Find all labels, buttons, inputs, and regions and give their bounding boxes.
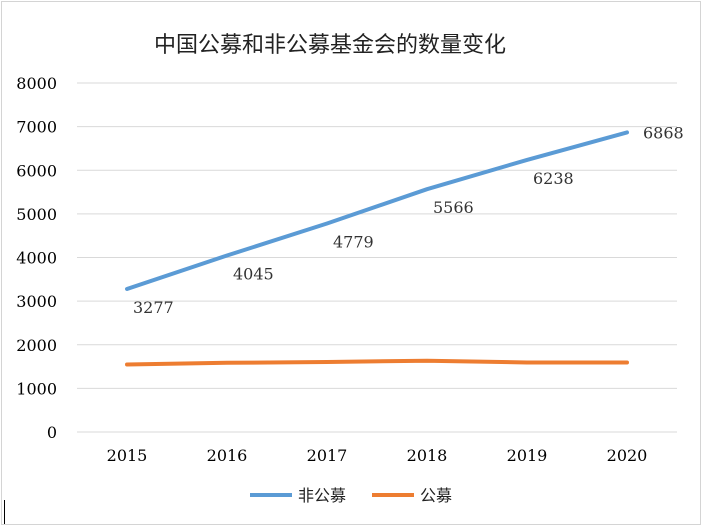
data-label: 6868 — [643, 123, 684, 142]
y-tick-label: 2000 — [16, 336, 57, 355]
data-label: 4045 — [233, 265, 274, 284]
x-tick-label: 2015 — [107, 446, 148, 465]
data-labels: 3277 4045 4779 5566 6238 6868 — [133, 123, 684, 317]
x-tick-label: 2016 — [207, 446, 248, 465]
y-tick-label: 5000 — [16, 205, 57, 224]
y-tick-label: 8000 — [16, 74, 57, 93]
y-tick-label: 1000 — [16, 379, 57, 398]
series-line-非公募 — [125, 130, 629, 291]
legend: 非公募 公募 — [250, 486, 452, 505]
chart-title: 中国公募和非公募基金会的数量变化 — [154, 33, 506, 58]
data-label: 5566 — [433, 198, 474, 217]
x-tick-label: 2020 — [607, 446, 648, 465]
series-line-公募 — [125, 358, 629, 367]
x-axis-ticks: 2015 2016 2017 2018 2019 2020 — [107, 446, 648, 465]
x-tick-label: 2018 — [407, 446, 448, 465]
y-axis-ticks: 0 1000 2000 3000 4000 5000 6000 7000 8000 — [16, 74, 57, 442]
grid-lines — [77, 82, 677, 433]
legend-label: 非公募 — [298, 486, 346, 505]
y-tick-label: 0 — [47, 423, 57, 442]
x-tick-label: 2017 — [307, 446, 348, 465]
data-label: 3277 — [133, 298, 174, 317]
data-label: 4779 — [333, 233, 374, 252]
frame-edge-mark — [4, 500, 5, 524]
series-group — [125, 130, 629, 367]
y-tick-label: 4000 — [16, 249, 57, 268]
y-tick-label: 7000 — [16, 118, 57, 137]
legend-label: 公募 — [420, 486, 452, 505]
y-tick-label: 6000 — [16, 161, 57, 180]
x-tick-label: 2019 — [507, 446, 548, 465]
data-label: 6238 — [533, 169, 574, 188]
y-tick-label: 3000 — [16, 292, 57, 311]
